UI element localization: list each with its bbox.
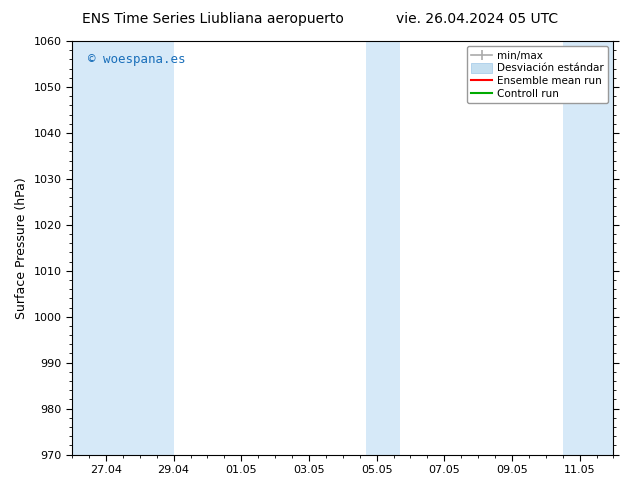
Text: © woespana.es: © woespana.es bbox=[88, 53, 186, 67]
Text: ENS Time Series Liubliana aeropuerto: ENS Time Series Liubliana aeropuerto bbox=[82, 12, 344, 26]
Y-axis label: Surface Pressure (hPa): Surface Pressure (hPa) bbox=[15, 177, 28, 318]
Bar bbox=[72, 41, 174, 455]
Bar bbox=[366, 41, 400, 455]
Bar bbox=[563, 41, 614, 455]
Text: vie. 26.04.2024 05 UTC: vie. 26.04.2024 05 UTC bbox=[396, 12, 558, 26]
Legend: min/max, Desviación estándar, Ensemble mean run, Controll run: min/max, Desviación estándar, Ensemble m… bbox=[467, 46, 608, 103]
